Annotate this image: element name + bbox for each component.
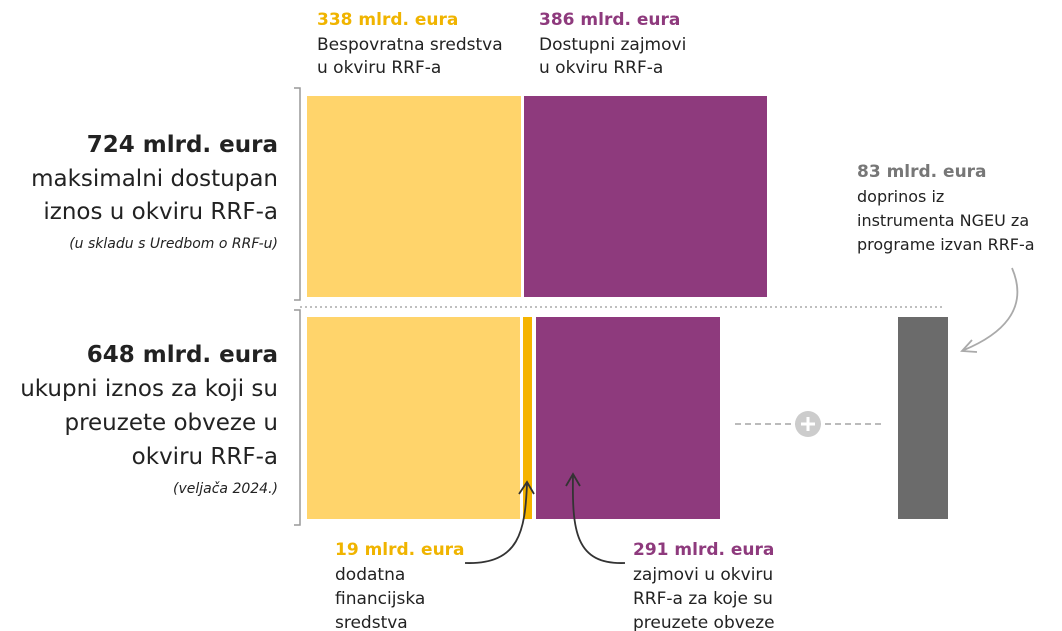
label: u okviru RRF-a [317,58,441,78]
ngeu-bar [898,317,948,519]
arrow-head [960,339,978,353]
plus-sign [801,417,815,431]
amount: 724 mlrd. eura [87,132,278,158]
loans-bar [524,96,767,297]
label: preuzete obveze u [64,410,278,436]
label: dodatna [335,565,405,585]
label: zajmovi u okviru [633,565,773,585]
arrow-additional [464,483,528,564]
label: doprinos iz [857,187,944,206]
label: sredstva [335,613,408,631]
label: ukupni iznos za koji su [20,376,278,402]
amount: 19 mlrd. eura [335,540,465,560]
note: (veljača 2024.) [173,481,278,497]
label: instrumenta NGEU za [857,211,1029,230]
label: Bespovratna sredstva [317,35,503,55]
arrow-loans [571,473,626,564]
amount: 291 mlrd. eura [633,540,774,560]
label: iznos u okviru RRF-a [43,199,278,225]
arrows [464,267,1019,564]
arrow-ngeu [963,267,1019,351]
amount: 386 mlrd. eura [539,10,680,30]
arrow-head [565,472,581,487]
label: RRF-a za koje su [633,589,773,609]
additional-bar [523,317,532,519]
label: Dostupni zajmovi [539,35,686,55]
note: (u skladu s Uredbom o RRF-u) [69,236,278,252]
label: preuzete obveze [633,613,775,631]
label: okviru RRF-a [132,444,278,470]
bracket [294,87,301,526]
label: financijska [335,589,425,609]
arrow-head [518,480,535,495]
amount: 338 mlrd. eura [317,10,458,30]
grants-bar [307,96,521,297]
committed-grants-bar [307,317,520,519]
amount: 648 mlrd. eura [87,342,278,368]
committed-loans-bar [536,317,720,519]
label: programe izvan RRF-a [857,235,1035,254]
amount: 83 mlrd. eura [857,162,987,182]
label: u okviru RRF-a [539,58,663,78]
label: maksimalni dostupan [31,166,278,192]
